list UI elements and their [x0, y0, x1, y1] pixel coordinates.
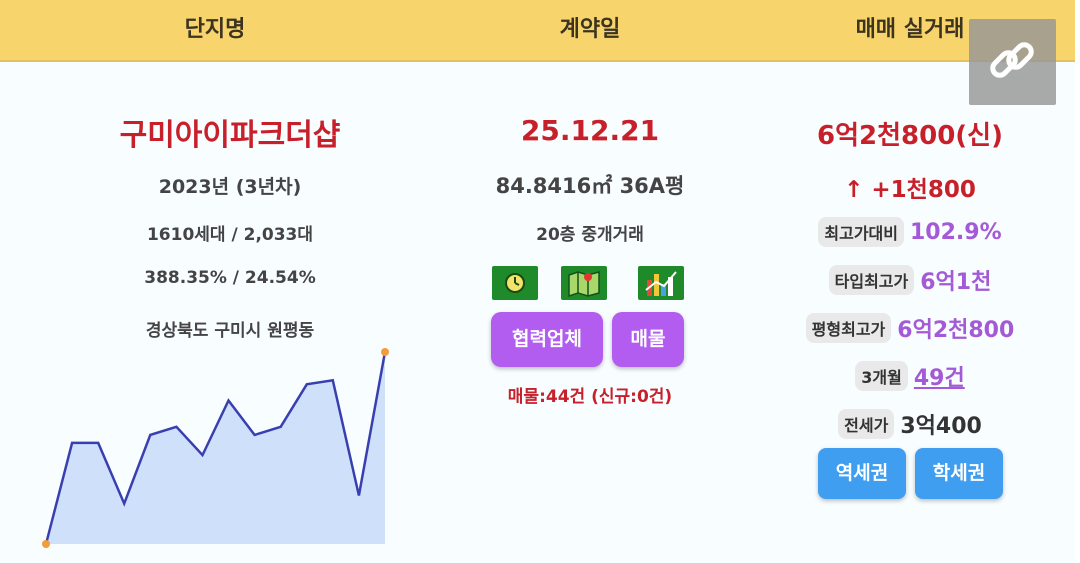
size-max-row: 평형최고가 6억2천800	[780, 308, 1040, 348]
jeonse-value: 3억400	[900, 414, 982, 439]
household-parking: 1610세대 / 2,033대	[146, 225, 314, 245]
size-max-label: 평형최고가	[805, 313, 892, 343]
listing-button[interactable]: 매물	[612, 312, 684, 367]
three-month-label: 3개월	[855, 361, 908, 391]
floor-trade-type: 20층 중개거래	[536, 225, 644, 245]
table-header: 단지명 계약일 매매 실거래	[0, 0, 1075, 62]
max-ratio-row: 최고가대비 102.9%	[780, 212, 1040, 252]
link-button[interactable]	[969, 19, 1056, 105]
complex-name[interactable]: 구미아이파크더샵	[119, 118, 341, 153]
header-complex-name: 단지명	[184, 17, 246, 42]
header-contract-date: 계약일	[559, 17, 621, 42]
complex-address: 경상북도 구미시 원평동	[145, 321, 315, 341]
map-icon[interactable]	[561, 266, 607, 300]
station-area-button[interactable]: 역세권	[818, 448, 906, 499]
link-icon	[990, 42, 1034, 78]
trend-area	[46, 352, 385, 544]
contract-column: 25.12.21 84.8416㎡ 36A평 20층 중개거래	[440, 0, 740, 563]
three-month-row: 3개월 49건	[780, 356, 1040, 396]
type-max-value: 6억1천	[920, 270, 992, 295]
listing-count[interactable]: 매물:44건 (신규:0건)	[507, 387, 673, 407]
chart-icon[interactable]	[638, 266, 684, 300]
header-trade-price: 매매 실거래	[855, 17, 965, 42]
contract-date: 25.12.21	[520, 114, 660, 147]
trade-price: 6억2천800(신)	[817, 121, 1003, 151]
exclusive-area: 84.8416㎡ 36A평	[495, 174, 685, 198]
build-year: 2023년 (3년차)	[158, 176, 302, 198]
price-change: ↑ +1천800	[844, 177, 976, 203]
jeonse-row: 전세가 3억400	[780, 404, 1040, 444]
three-month-count-link[interactable]: 49건	[913, 366, 965, 391]
clock-icon[interactable]	[492, 266, 538, 300]
complex-column: 구미아이파크더샵 2023년 (3년차) 1610세대 / 2,033대 388…	[60, 0, 400, 563]
jeonse-label: 전세가	[838, 409, 895, 439]
size-max-value: 6억2천800	[897, 318, 1015, 343]
trend-end-point	[381, 348, 389, 356]
school-area-button[interactable]: 학세권	[915, 448, 1003, 499]
type-max-row: 타입최고가 6억1천	[780, 260, 1040, 300]
price-trend-chart	[42, 348, 389, 548]
trend-start-point	[42, 540, 50, 548]
max-ratio-value: 102.9%	[909, 219, 1002, 245]
trend-line	[44, 351, 387, 545]
type-max-label: 타입최고가	[828, 265, 915, 295]
floor-area-building-ratio: 388.35% / 24.54%	[144, 268, 316, 288]
max-ratio-label: 최고가대비	[818, 217, 904, 247]
partner-button[interactable]: 협력업체	[491, 312, 603, 367]
